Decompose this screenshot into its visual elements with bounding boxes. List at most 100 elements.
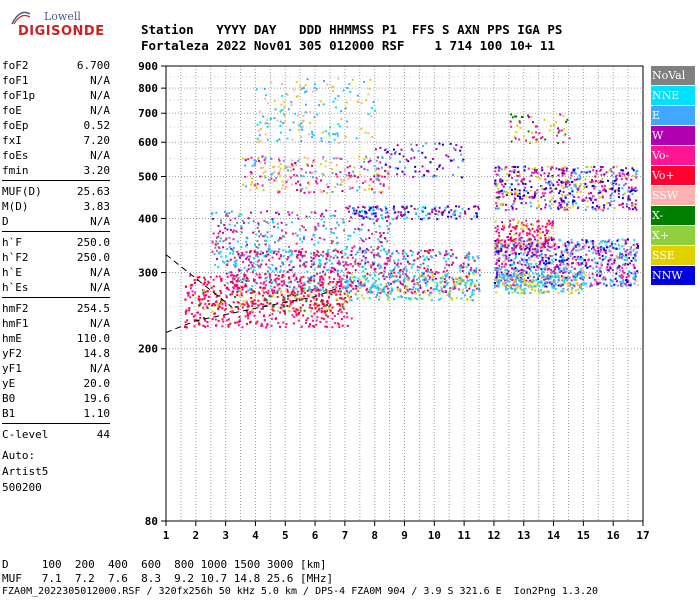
echo-point — [311, 176, 314, 179]
echo-point — [338, 280, 341, 283]
echo-point — [263, 219, 266, 222]
echo-point — [184, 312, 187, 315]
echo-point — [460, 297, 463, 300]
echo-point — [265, 253, 268, 256]
echo-point — [591, 180, 594, 183]
echo-point — [628, 271, 631, 274]
echo-point — [591, 273, 594, 275]
echo-point — [403, 206, 406, 209]
echo-point — [293, 250, 296, 253]
echo-point — [257, 246, 260, 249]
echo-point — [557, 268, 560, 271]
echo-point — [203, 289, 206, 292]
echo-point — [601, 180, 604, 183]
echo-point — [279, 131, 282, 134]
echo-point — [288, 213, 291, 216]
echo-point — [356, 290, 359, 293]
echo-point — [317, 224, 320, 227]
echo-point — [293, 175, 296, 178]
echo-point — [559, 203, 562, 206]
echo-point — [259, 282, 262, 285]
echo-point — [385, 285, 388, 288]
echo-point — [336, 256, 339, 259]
echo-point — [376, 291, 379, 294]
echo-point — [251, 309, 254, 312]
param-value: N/A — [90, 281, 110, 294]
echo-point — [303, 281, 306, 284]
echo-point — [268, 314, 271, 317]
echo-point — [227, 318, 230, 321]
echo-point — [410, 291, 413, 294]
echo-point — [398, 276, 401, 279]
echo-point — [520, 269, 523, 272]
echo-point — [456, 282, 459, 285]
echo-point — [308, 282, 311, 284]
echo-point — [537, 276, 539, 279]
echo-point — [384, 169, 387, 172]
echo-point — [477, 287, 480, 290]
echo-point — [236, 321, 239, 324]
echo-point — [515, 279, 518, 282]
echo-point — [630, 186, 633, 189]
echo-point — [314, 83, 316, 86]
echo-point — [608, 202, 611, 204]
echo-point — [560, 180, 563, 183]
echo-point — [272, 172, 275, 174]
echo-point — [582, 259, 585, 262]
echo-point — [516, 174, 519, 177]
echo-point — [373, 191, 376, 194]
echo-point — [368, 206, 371, 209]
echo-point — [273, 170, 276, 173]
echo-point — [392, 218, 394, 221]
echo-point — [311, 132, 314, 135]
echo-point — [590, 192, 592, 195]
echo-point — [520, 180, 523, 182]
echo-point — [374, 109, 377, 112]
echo-point — [539, 254, 542, 257]
echo-point — [340, 183, 343, 186]
echo-point — [243, 277, 246, 280]
echo-point — [386, 287, 389, 290]
echo-point — [535, 192, 538, 195]
echo-point — [570, 266, 573, 268]
echo-point — [389, 258, 392, 261]
echo-point — [465, 266, 468, 269]
param-name: hmF2 — [2, 302, 29, 315]
echo-point — [430, 268, 432, 271]
echo-point — [416, 257, 419, 260]
echo-point — [376, 167, 378, 170]
echo-point — [380, 266, 383, 269]
echo-point — [215, 236, 218, 239]
echo-point — [459, 283, 462, 286]
echo-point — [257, 140, 260, 143]
echo-point — [536, 226, 539, 229]
echo-point — [550, 282, 553, 285]
echo-point — [507, 238, 510, 241]
echo-point — [547, 245, 550, 247]
echo-point — [282, 280, 284, 283]
echo-point — [510, 275, 512, 278]
echo-point — [277, 250, 280, 253]
echo-point — [610, 200, 613, 203]
echo-point — [564, 196, 567, 199]
echo-point — [611, 254, 614, 257]
echo-point — [549, 187, 552, 190]
echo-point — [226, 228, 229, 231]
echo-point — [551, 258, 554, 261]
echo-point — [254, 294, 257, 297]
echo-point — [431, 274, 434, 276]
echo-point — [332, 133, 335, 135]
param-value: 19.6 — [83, 392, 111, 405]
echo-point — [379, 208, 382, 211]
echo-point — [342, 286, 345, 289]
echo-point — [295, 81, 298, 84]
echo-point — [547, 267, 550, 270]
echo-point — [293, 279, 296, 282]
echo-point — [524, 284, 527, 286]
echo-point — [593, 187, 596, 190]
echo-point — [624, 283, 627, 286]
echo-point — [274, 274, 277, 277]
echo-point — [372, 263, 375, 265]
echo-point — [255, 160, 258, 163]
echo-point — [427, 274, 430, 277]
